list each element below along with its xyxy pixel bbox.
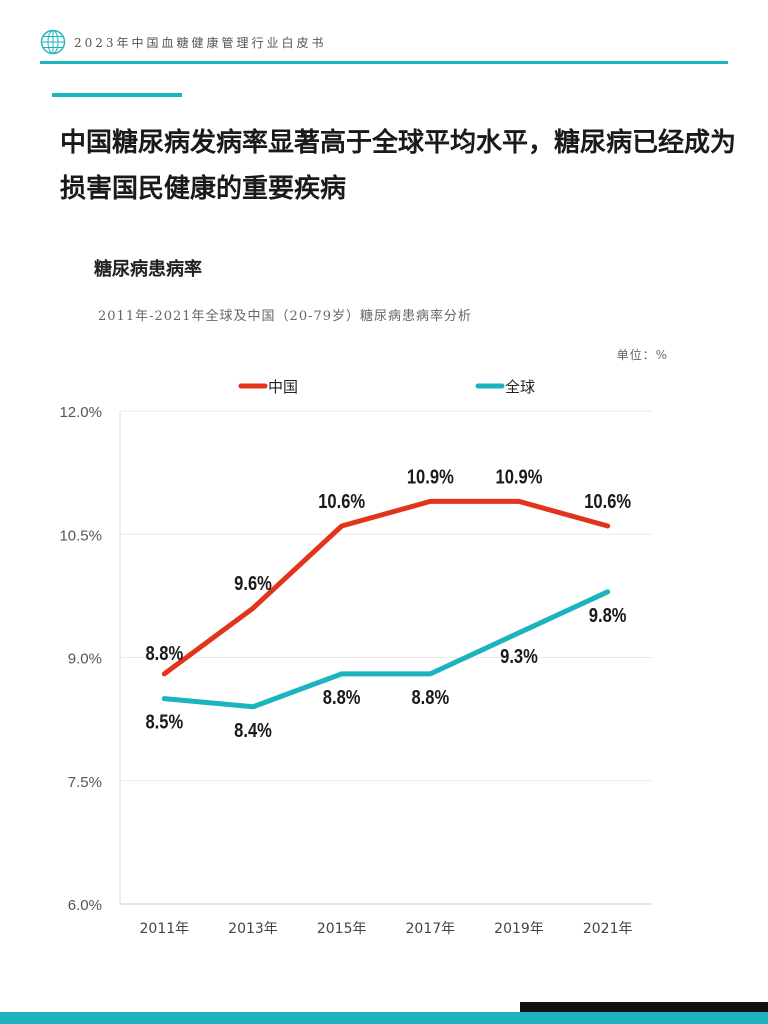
y-tick-label: 10.5%	[59, 527, 102, 544]
x-tick-label: 2011年	[140, 921, 190, 937]
legend-label: 全球	[505, 378, 535, 396]
accent-bar	[52, 93, 182, 97]
page-headline: 中国糖尿病发病率显著高于全球平均水平，糖尿病已经成为损害国民健康的重要疾病	[60, 128, 737, 204]
footer-bar-dark	[520, 1002, 768, 1012]
x-tick-label: 2015年	[317, 921, 367, 937]
data-label: 10.9%	[407, 465, 454, 488]
x-tick-label: 2019年	[494, 921, 544, 937]
y-tick-label: 7.5%	[68, 774, 102, 791]
globe-grid-icon	[40, 29, 66, 55]
x-tick-label: 2017年	[406, 921, 456, 937]
footer-bar-teal	[0, 1012, 768, 1024]
data-label: 8.4%	[234, 718, 272, 741]
x-tick-label: 2013年	[228, 921, 278, 937]
data-label: 10.6%	[318, 489, 365, 512]
data-label: 10.6%	[584, 489, 631, 512]
data-label: 8.8%	[323, 685, 361, 708]
chart-subtitle: 2011年-2021年全球及中国（20-79岁）糖尿病患病率分析	[98, 309, 473, 324]
y-tick-label: 12.0%	[59, 404, 102, 421]
data-label: 9.3%	[500, 644, 538, 667]
data-label: 9.6%	[234, 572, 272, 595]
unit-label: 单位：%	[616, 348, 668, 362]
data-label: 8.8%	[411, 685, 449, 708]
series-line	[161, 589, 611, 710]
y-tick-label: 9.0%	[68, 651, 102, 668]
data-label: 10.9%	[496, 465, 543, 488]
report-title: 2023年中国血糖健康管理行业白皮书	[74, 36, 327, 50]
legend-label: 中国	[268, 378, 298, 396]
x-tick-label: 2021年	[583, 921, 633, 937]
section-title: 糖尿病患病率	[94, 259, 202, 280]
data-label: 8.8%	[145, 641, 183, 664]
data-label: 9.8%	[589, 603, 627, 626]
header-divider	[40, 61, 728, 64]
data-label: 8.5%	[145, 710, 183, 733]
series-line	[161, 498, 611, 677]
y-tick-label: 6.0%	[68, 897, 102, 914]
